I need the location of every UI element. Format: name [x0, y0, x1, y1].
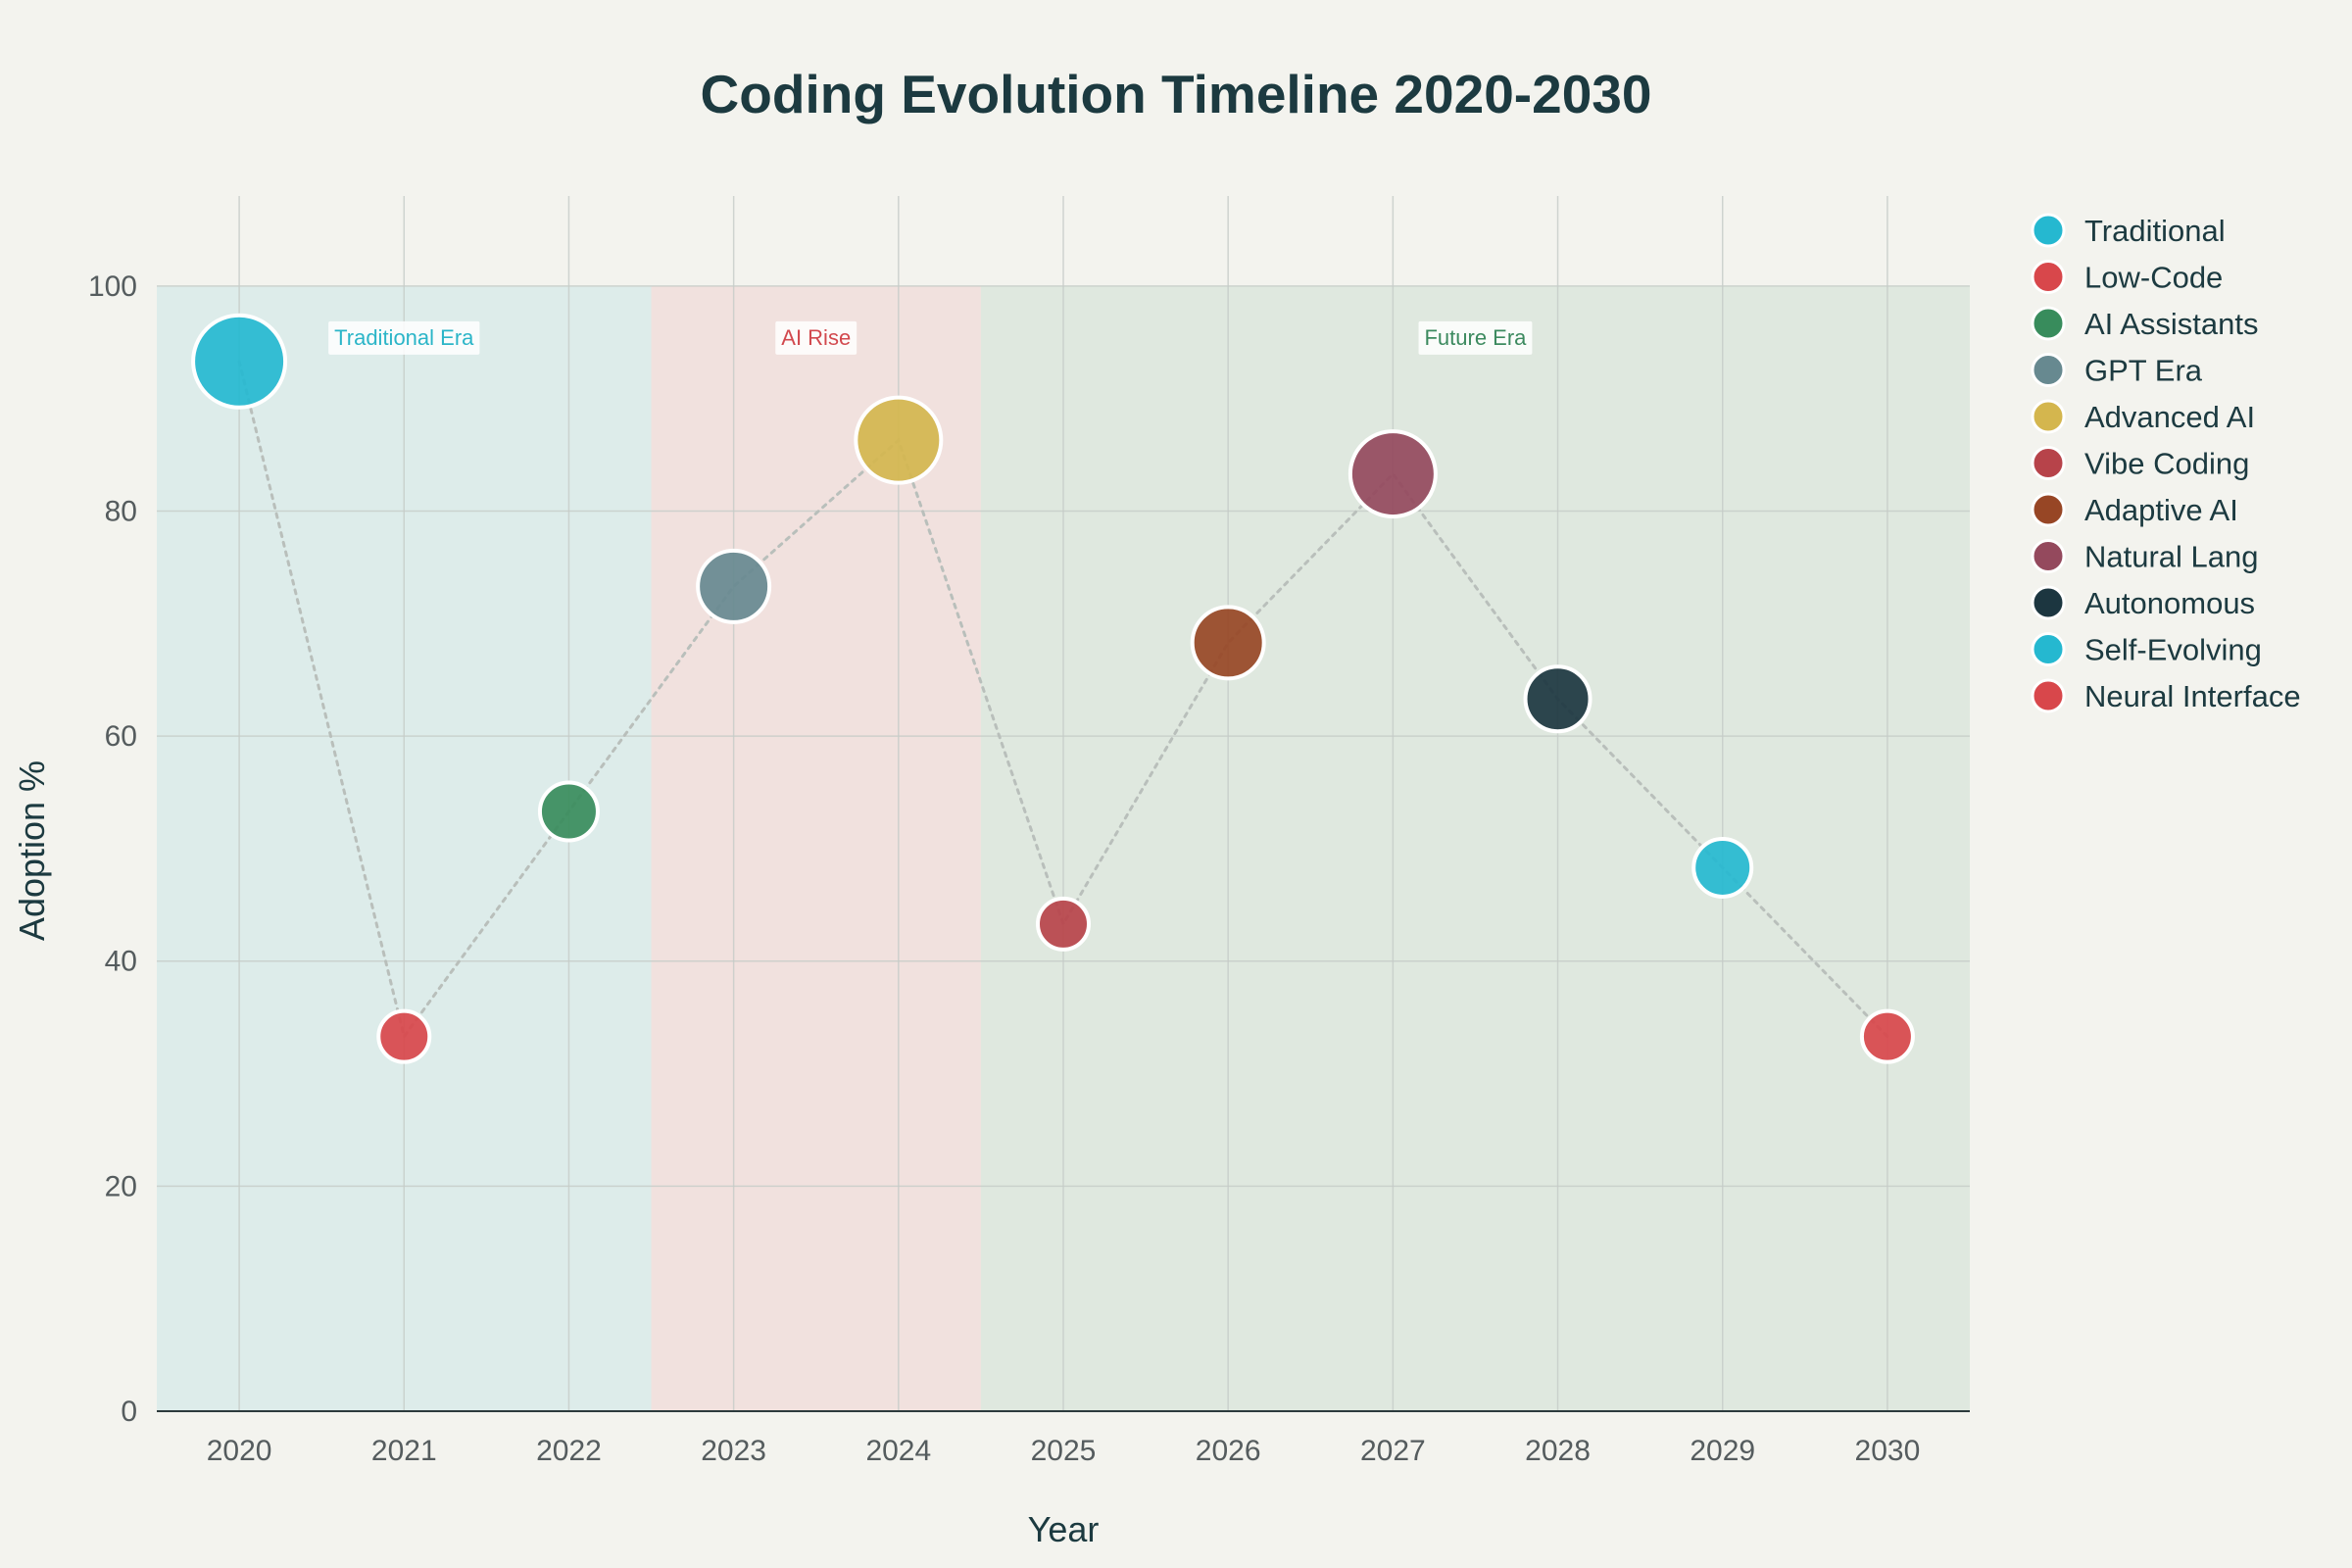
legend-label: Low-Code	[2084, 261, 2223, 295]
legend-item: Adaptive AI	[2031, 492, 2238, 527]
legend-label: Adaptive AI	[2084, 493, 2238, 527]
era-label: AI Rise	[781, 325, 851, 350]
legend-item: Low-Code	[2031, 260, 2223, 295]
legend-label: Traditional	[2084, 214, 2226, 248]
legend-marker	[2031, 678, 2066, 713]
legend-marker	[2031, 446, 2066, 480]
legend-marker	[2031, 260, 2066, 294]
data-point	[537, 780, 600, 843]
era-label-bg	[1418, 320, 1533, 355]
legend-marker	[2031, 213, 2066, 248]
x-axis-title: Year	[1028, 1509, 1100, 1549]
x-tick-label: 2027	[1360, 1435, 1426, 1467]
y-axis-title: Adoption %	[12, 760, 52, 941]
era-labels: Traditional Era AI Rise Future Era	[328, 320, 1533, 355]
legend-label: Neural Interface	[2084, 679, 2301, 713]
legend-marker	[2031, 306, 2066, 341]
y-tick-label: 40	[105, 946, 137, 978]
data-point	[854, 395, 944, 485]
x-tick-label: 2024	[865, 1435, 931, 1467]
x-tick-label: 2020	[207, 1435, 272, 1467]
data-point	[1348, 429, 1438, 519]
era-band	[980, 285, 1970, 1412]
x-tick-label: 2028	[1525, 1435, 1591, 1467]
legend-label: Advanced AI	[2084, 400, 2255, 434]
legend-label: Self-Evolving	[2084, 633, 2262, 667]
y-tick-label: 20	[105, 1170, 137, 1202]
x-tick-label: 2030	[1855, 1435, 1921, 1467]
axes: 2020 2021 2022 2023 2024 2025 2026 2027 2028 2029…	[88, 270, 1970, 1467]
y-tick-label: 0	[121, 1396, 137, 1428]
x-tick-label: 2021	[371, 1435, 437, 1467]
data-points	[191, 313, 1915, 1064]
era-label: Traditional Era	[334, 325, 474, 350]
legend-item: AI Assistants	[2031, 306, 2258, 341]
data-point	[1036, 896, 1091, 952]
legend-item: Natural Lang	[2031, 539, 2259, 574]
legend-label: Natural Lang	[2084, 540, 2259, 574]
legend-marker	[2031, 539, 2066, 573]
legend-marker	[2031, 585, 2066, 620]
legend-item: Vibe Coding	[2031, 446, 2249, 481]
x-tick-label: 2029	[1690, 1435, 1755, 1467]
legend-label: Autonomous	[2084, 586, 2255, 620]
legend-marker	[2031, 492, 2066, 527]
y-tick-label: 80	[105, 495, 137, 527]
data-point	[1523, 664, 1592, 734]
data-point	[1691, 836, 1754, 899]
data-point	[1859, 1008, 1915, 1064]
chart-title: Coding Evolution Timeline 2020-2030	[701, 64, 1652, 124]
era-label-group: Future Era	[1418, 320, 1533, 355]
data-point	[1190, 605, 1266, 681]
x-tick-label: 2022	[536, 1435, 602, 1467]
legend-item: GPT Era	[2031, 353, 2203, 388]
y-tick-label: 60	[105, 720, 137, 753]
legend-label: AI Assistants	[2084, 307, 2258, 341]
legend-marker	[2031, 399, 2066, 434]
legend-marker	[2031, 632, 2066, 666]
legend-item: Self-Evolving	[2031, 632, 2262, 667]
era-label-group: Traditional Era	[328, 320, 480, 355]
grid	[157, 196, 1970, 1411]
data-point	[191, 313, 288, 410]
x-tick-label: 2026	[1196, 1435, 1261, 1467]
legend-label: GPT Era	[2084, 354, 2203, 388]
data-point	[696, 548, 772, 624]
legend-item: Autonomous	[2031, 585, 2255, 620]
data-point	[376, 1008, 432, 1064]
y-tick-label: 100	[88, 270, 137, 303]
legend-item: Neural Interface	[2031, 678, 2301, 713]
era-label-group: AI Rise	[775, 320, 858, 355]
era-label: Future Era	[1424, 325, 1527, 350]
legend-item: Traditional	[2031, 213, 2226, 248]
legend-item: Advanced AI	[2031, 399, 2255, 434]
era-label-bg	[775, 320, 858, 355]
era-label-bg	[328, 320, 480, 355]
x-tick-label: 2023	[701, 1435, 766, 1467]
x-tick-label: 2025	[1031, 1435, 1097, 1467]
legend-label: Vibe Coding	[2084, 447, 2249, 481]
legend: Traditional Low-Code AI Assistants GPT Era A…	[2031, 213, 2301, 713]
legend-marker	[2031, 353, 2066, 387]
